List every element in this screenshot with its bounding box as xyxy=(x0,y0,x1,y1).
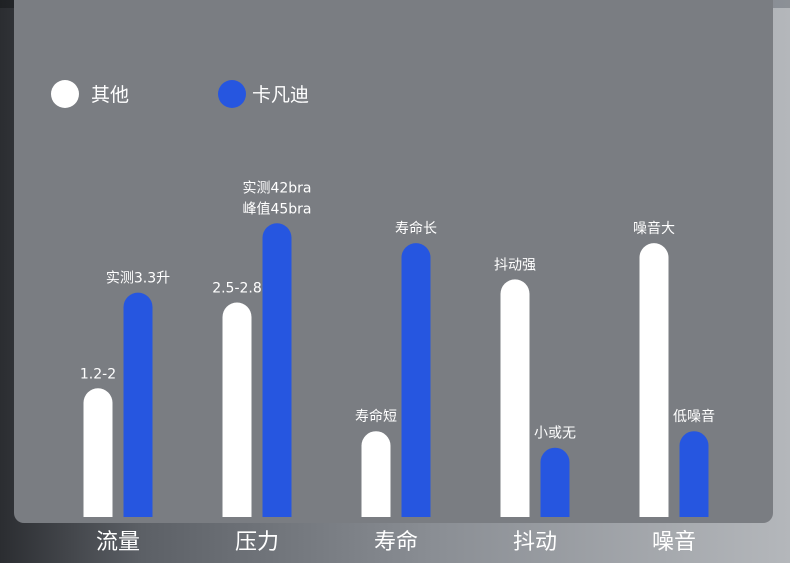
bar-kafandi-0 xyxy=(123,292,153,517)
legend: 其他 卡凡迪 xyxy=(51,80,309,108)
legend-marker-kafandi xyxy=(218,80,246,108)
data-label-other-3-0: 抖动强 xyxy=(494,257,536,273)
legend-label-other: 其他 xyxy=(91,84,129,106)
legend-marker-other xyxy=(51,80,79,108)
bar-kafandi-1 xyxy=(262,223,292,517)
data-label-other-2-0: 寿命短 xyxy=(355,408,397,425)
bar-other-3 xyxy=(500,279,530,517)
data-label-kafandi-1-0: 实测42bra xyxy=(242,180,311,196)
category-label-0: 流量 xyxy=(96,530,140,555)
data-label-other-4-0: 噪音大 xyxy=(633,220,675,237)
data-label-other-0-0: 1.2-2 xyxy=(80,366,116,382)
data-label-kafandi-0-0: 实测3.3升 xyxy=(106,271,170,287)
data-label-kafandi-3-0: 小或无 xyxy=(534,426,576,442)
bar-other-0 xyxy=(83,388,113,517)
data-label-other-1-0: 2.5-2.8 xyxy=(212,281,262,297)
bars-layer: 1.2-2 实测3.3升 2.5-2.8 实测42bra 峰值45bra 寿命短 寿命长抖动… xyxy=(80,180,715,517)
bar-kafandi-4 xyxy=(679,431,709,517)
bar-kafandi-3 xyxy=(540,447,570,517)
data-label-kafandi-4-0: 低噪音 xyxy=(673,408,715,425)
bar-other-2 xyxy=(361,431,391,517)
category-label-2: 寿命 xyxy=(374,530,418,555)
bar-kafandi-2 xyxy=(401,243,431,517)
bar-other-1 xyxy=(222,302,252,517)
category-label-1: 压力 xyxy=(235,530,279,555)
legend-label-kafandi: 卡凡迪 xyxy=(252,84,309,106)
data-label-kafandi-2-0: 寿命长 xyxy=(395,220,437,237)
x-axis: 流量 压力 寿命 抖动 噪音 xyxy=(96,530,696,555)
data-label-kafandi-1-1: 峰值45bra xyxy=(242,201,311,217)
category-label-3: 抖动 xyxy=(513,530,557,555)
bar-other-4 xyxy=(639,243,669,517)
category-label-4: 噪音 xyxy=(652,530,696,555)
